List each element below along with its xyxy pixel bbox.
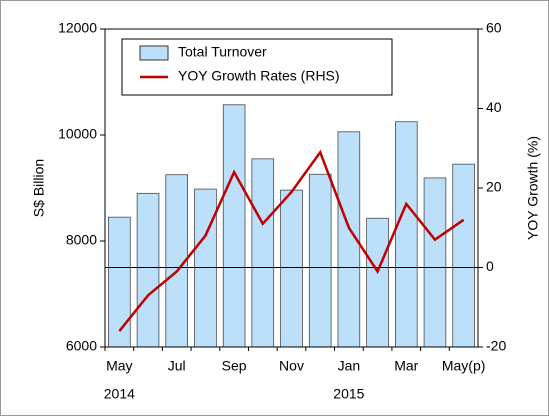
x-tick-label: May xyxy=(106,358,132,374)
x-year-label: 2014 xyxy=(104,386,135,402)
x-tick-label: Jan xyxy=(338,358,361,374)
x-tick-label: Nov xyxy=(279,358,304,374)
bar xyxy=(251,158,275,348)
y2-tick-label: 60 xyxy=(486,20,502,36)
bar xyxy=(308,173,332,348)
legend-label: Total Turnover xyxy=(178,44,267,60)
x-tick-label: May(p) xyxy=(442,358,486,374)
legend-box xyxy=(121,38,393,96)
legend-label: YOY Growth Rates (RHS) xyxy=(178,68,340,84)
y-tick-label: 10000 xyxy=(58,126,97,142)
x-tick-label: Mar xyxy=(394,358,418,374)
y2-axis-label: YOY Growth (%) xyxy=(525,136,541,240)
y2-tick-label: 40 xyxy=(486,99,502,115)
bar xyxy=(280,189,303,348)
legend-swatch xyxy=(139,45,169,61)
bar xyxy=(366,217,389,348)
y2-tick-label: -20 xyxy=(486,338,506,354)
bar xyxy=(222,104,246,348)
bar xyxy=(136,192,160,348)
y-tick-label: 8000 xyxy=(66,232,97,248)
line xyxy=(118,149,465,332)
y-tick-label: 6000 xyxy=(66,338,97,354)
bar xyxy=(194,188,217,348)
y-axis-label: S$ Billion xyxy=(31,159,47,217)
y2-tick-label: 0 xyxy=(486,258,494,274)
y-tick-label: 12000 xyxy=(58,20,97,36)
bar xyxy=(395,121,418,348)
x-year-label: 2015 xyxy=(333,386,364,402)
plot-border xyxy=(104,28,479,348)
bar xyxy=(452,163,475,348)
bar xyxy=(108,216,131,348)
y2-tick-label: 20 xyxy=(486,179,502,195)
x-tick-label: Jul xyxy=(168,358,186,374)
bar xyxy=(423,177,447,348)
x-tick-label: Sep xyxy=(222,358,247,374)
